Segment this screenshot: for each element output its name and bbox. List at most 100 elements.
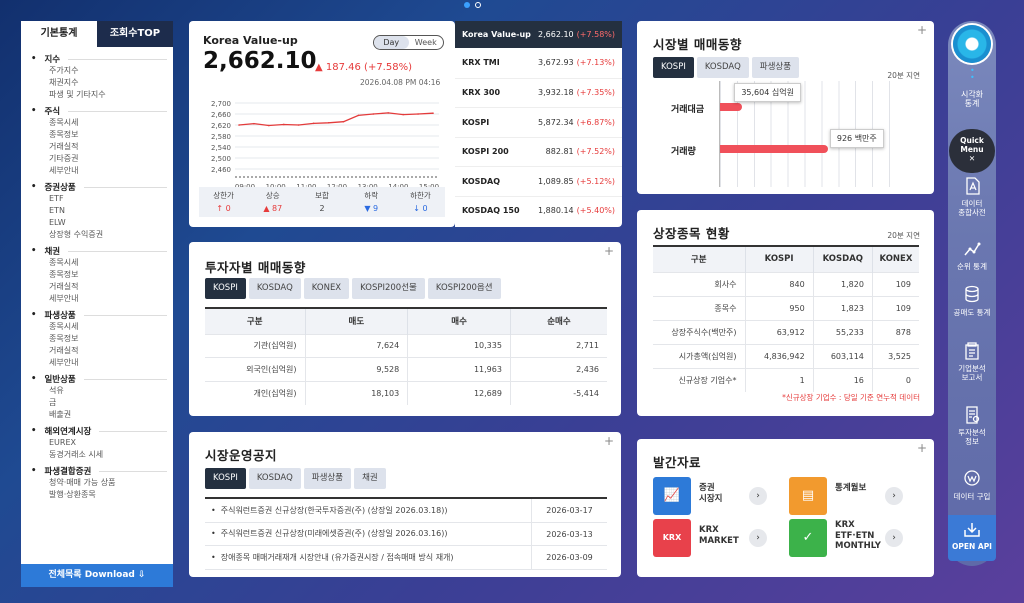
sidebar-link[interactable]: 종목정보 <box>49 130 79 139</box>
sidebar-link[interactable]: 종목시세 <box>49 322 79 331</box>
tab-0[interactable]: KOSPI <box>205 468 246 489</box>
toggle-week[interactable]: Week <box>414 38 437 47</box>
index-list-item[interactable]: Korea Value-up 2,662.10 (+7.58%) <box>455 21 622 48</box>
sidebar-link[interactable]: 세부안내 <box>49 294 79 303</box>
sidebar-link[interactable]: 석유 <box>49 386 64 395</box>
sidebar-section[interactable]: • 주식 <box>31 105 173 117</box>
tab-basic-stats[interactable]: 기본통계 <box>21 21 97 47</box>
visual-stats-button[interactable] <box>953 25 991 63</box>
sidebar-link[interactable]: 종목시세 <box>49 258 79 267</box>
sidebar-link[interactable]: 거래실적 <box>49 282 79 291</box>
notice-item[interactable]: • 장애종목 매매거래재개 시장안내 (유가증권시장 / 접속매매 방식 재개) 2… <box>205 546 607 570</box>
table-row: 시가총액(십억원) 4,836,942 603,114 3,525 <box>653 343 919 368</box>
quick-menu-item[interactable]: 기업분석 보고서 <box>948 341 996 382</box>
visual-stats-label[interactable]: 시각화 통계 <box>960 90 984 108</box>
index-list-value: 5,872.34 <box>538 117 574 127</box>
sidebar-section[interactable]: • 파생상품 <box>31 309 173 321</box>
sidebar-link[interactable]: 동경거래소 시세 <box>49 450 104 459</box>
more-plus-icon[interactable]: + <box>916 441 927 455</box>
more-plus-icon[interactable]: + <box>916 23 927 37</box>
tab-1[interactable]: KOSDAQ <box>248 278 301 299</box>
dictionary-icon <box>966 177 980 195</box>
sidebar-section[interactable]: • 채권 <box>31 245 173 257</box>
chevron-right-icon[interactable]: › <box>749 529 767 547</box>
sidebar-link[interactable]: 종목정보 <box>49 334 79 343</box>
sidebar-section[interactable]: • 파생결합증권 <box>31 465 173 477</box>
sidebar-link[interactable]: ETF <box>49 194 64 203</box>
quick-menu-item[interactable]: 투자분석 정보 <box>948 405 996 446</box>
sidebar-link[interactable]: 종목정보 <box>49 270 79 279</box>
tab-3[interactable]: 채권 <box>354 468 386 489</box>
sidebar-link[interactable]: 주가지수 <box>49 66 79 75</box>
chevron-right-icon[interactable]: › <box>885 487 903 505</box>
more-plus-icon[interactable]: + <box>603 434 614 448</box>
tab-4[interactable]: KOSPI200옵션 <box>427 278 501 299</box>
sidebar-link[interactable]: 상장형 수익증권 <box>49 230 104 239</box>
sidebar-link[interactable]: ETN <box>49 206 65 215</box>
quick-menu-item[interactable]: 공매도 통계 <box>948 285 996 317</box>
sidebar-link[interactable]: 배출권 <box>49 410 72 419</box>
tab-0[interactable]: KOSPI <box>653 57 694 78</box>
close-icon: ✕ <box>968 154 976 163</box>
data-point <box>327 122 330 124</box>
index-list-item[interactable]: KOSPI 200 882.81 (+7.52%) <box>455 136 622 167</box>
index-list-item[interactable]: KOSDAQ 150 1,880.14 (+5.40%) <box>455 195 622 226</box>
tab-0[interactable]: KOSPI <box>205 278 246 299</box>
quick-menu-item[interactable]: 데이터 구입 <box>948 469 996 501</box>
sidebar-link[interactable]: 발행·상환종목 <box>49 490 96 499</box>
more-plus-icon[interactable]: + <box>603 244 614 258</box>
sidebar-section[interactable]: • 해외연계시장 <box>31 425 173 437</box>
tab-2[interactable]: KONEX <box>303 278 350 299</box>
index-list-item[interactable]: KOSPI 5,872.34 (+6.87%) <box>455 107 622 137</box>
sidebar-link[interactable]: 채권지수 <box>49 78 79 87</box>
sidebar-link[interactable]: 파생 및 기타지수 <box>49 90 106 99</box>
breadth-item: 보합 2 <box>297 187 346 217</box>
table-cell: 7,624 <box>304 333 408 358</box>
publication-item[interactable]: ▤ 통계월보 › <box>789 477 917 515</box>
tab-2[interactable]: 파생상품 <box>303 468 352 489</box>
tab-views-top[interactable]: 조회수TOP <box>97 21 173 47</box>
tab-1[interactable]: KOSDAQ <box>248 468 301 489</box>
tab-1[interactable]: KOSDAQ <box>696 57 749 78</box>
publication-item[interactable]: 📈 증권 시장지 › <box>653 477 781 515</box>
sidebar-link[interactable]: 기타증권 <box>49 154 79 163</box>
index-list-item[interactable]: KOSDAQ 1,089.85 (+5.12%) <box>455 166 622 196</box>
sidebar-link[interactable]: 거래실적 <box>49 142 79 151</box>
tab-3[interactable]: KOSPI200선물 <box>352 278 425 299</box>
quick-menu-item[interactable]: 데이터 종합사전 <box>948 176 996 217</box>
sidebar-section[interactable]: • 지수 <box>31 53 173 65</box>
notice-item[interactable]: • 주식워런트증권 신규상장(한국투자증권(주) (상장일 2026.03.18)… <box>205 499 607 523</box>
pager-dot[interactable] <box>475 2 481 8</box>
sidebar-link[interactable]: EUREX <box>49 438 77 447</box>
index-list-item[interactable]: KRX TMI 3,672.93 (+7.13%) <box>455 48 622 78</box>
sidebar-menu: • 지수 주가지수 채권지수 파생 및 기타지수 • 주식 종목시세 종목정보 거래실적 기타증권 세… <box>31 49 173 501</box>
data-point <box>268 124 270 127</box>
sidebar-link[interactable]: 세부안내 <box>49 166 79 175</box>
chevron-right-icon[interactable]: › <box>749 487 767 505</box>
chevron-right-icon[interactable]: › <box>885 529 903 547</box>
publication-item[interactable]: KRX KRX MARKET › <box>653 519 781 557</box>
sidebar-link[interactable]: 세부안내 <box>49 358 79 367</box>
quick-menu-toggle[interactable]: Quick Menu ✕ <box>949 129 995 173</box>
download-all-button[interactable]: 전체목록 Download ⇩ <box>21 564 173 587</box>
sidebar-link[interactable]: 종목시세 <box>49 118 79 127</box>
table-cell: 878 <box>871 319 919 344</box>
sidebar-link[interactable]: 거래실적 <box>49 346 79 355</box>
quick-menu-item[interactable]: 순위 통계 <box>948 239 996 271</box>
sidebar-link[interactable]: ELW <box>49 218 66 227</box>
table-header: 매수 <box>407 307 511 334</box>
toggle-day[interactable]: Day <box>374 36 409 49</box>
section-title: 해외연계시장 <box>44 427 92 437</box>
sidebar-section[interactable]: • 일반상품 <box>31 373 173 385</box>
publication-item[interactable]: ✓ KRX ETF·ETN MONTHLY › <box>789 519 917 557</box>
sidebar-link[interactable]: 청약·매매 가능 상품 <box>49 478 116 487</box>
divider <box>68 58 167 60</box>
index-list-item[interactable]: KRX 300 3,932.18 (+7.35%) <box>455 77 622 108</box>
tab-2[interactable]: 파생상품 <box>751 57 800 78</box>
open-api-button[interactable]: OPEN API <box>948 515 996 561</box>
sidebar-link[interactable]: 금 <box>49 398 57 407</box>
pager-dot-active[interactable] <box>464 2 470 8</box>
sidebar-section[interactable]: • 증권상품 <box>31 181 173 193</box>
database-icon <box>965 285 979 303</box>
notice-item[interactable]: • 주식워런트증권 신규상장(미래에셋증권(주) (상장일 2026.03.16)… <box>205 522 607 546</box>
